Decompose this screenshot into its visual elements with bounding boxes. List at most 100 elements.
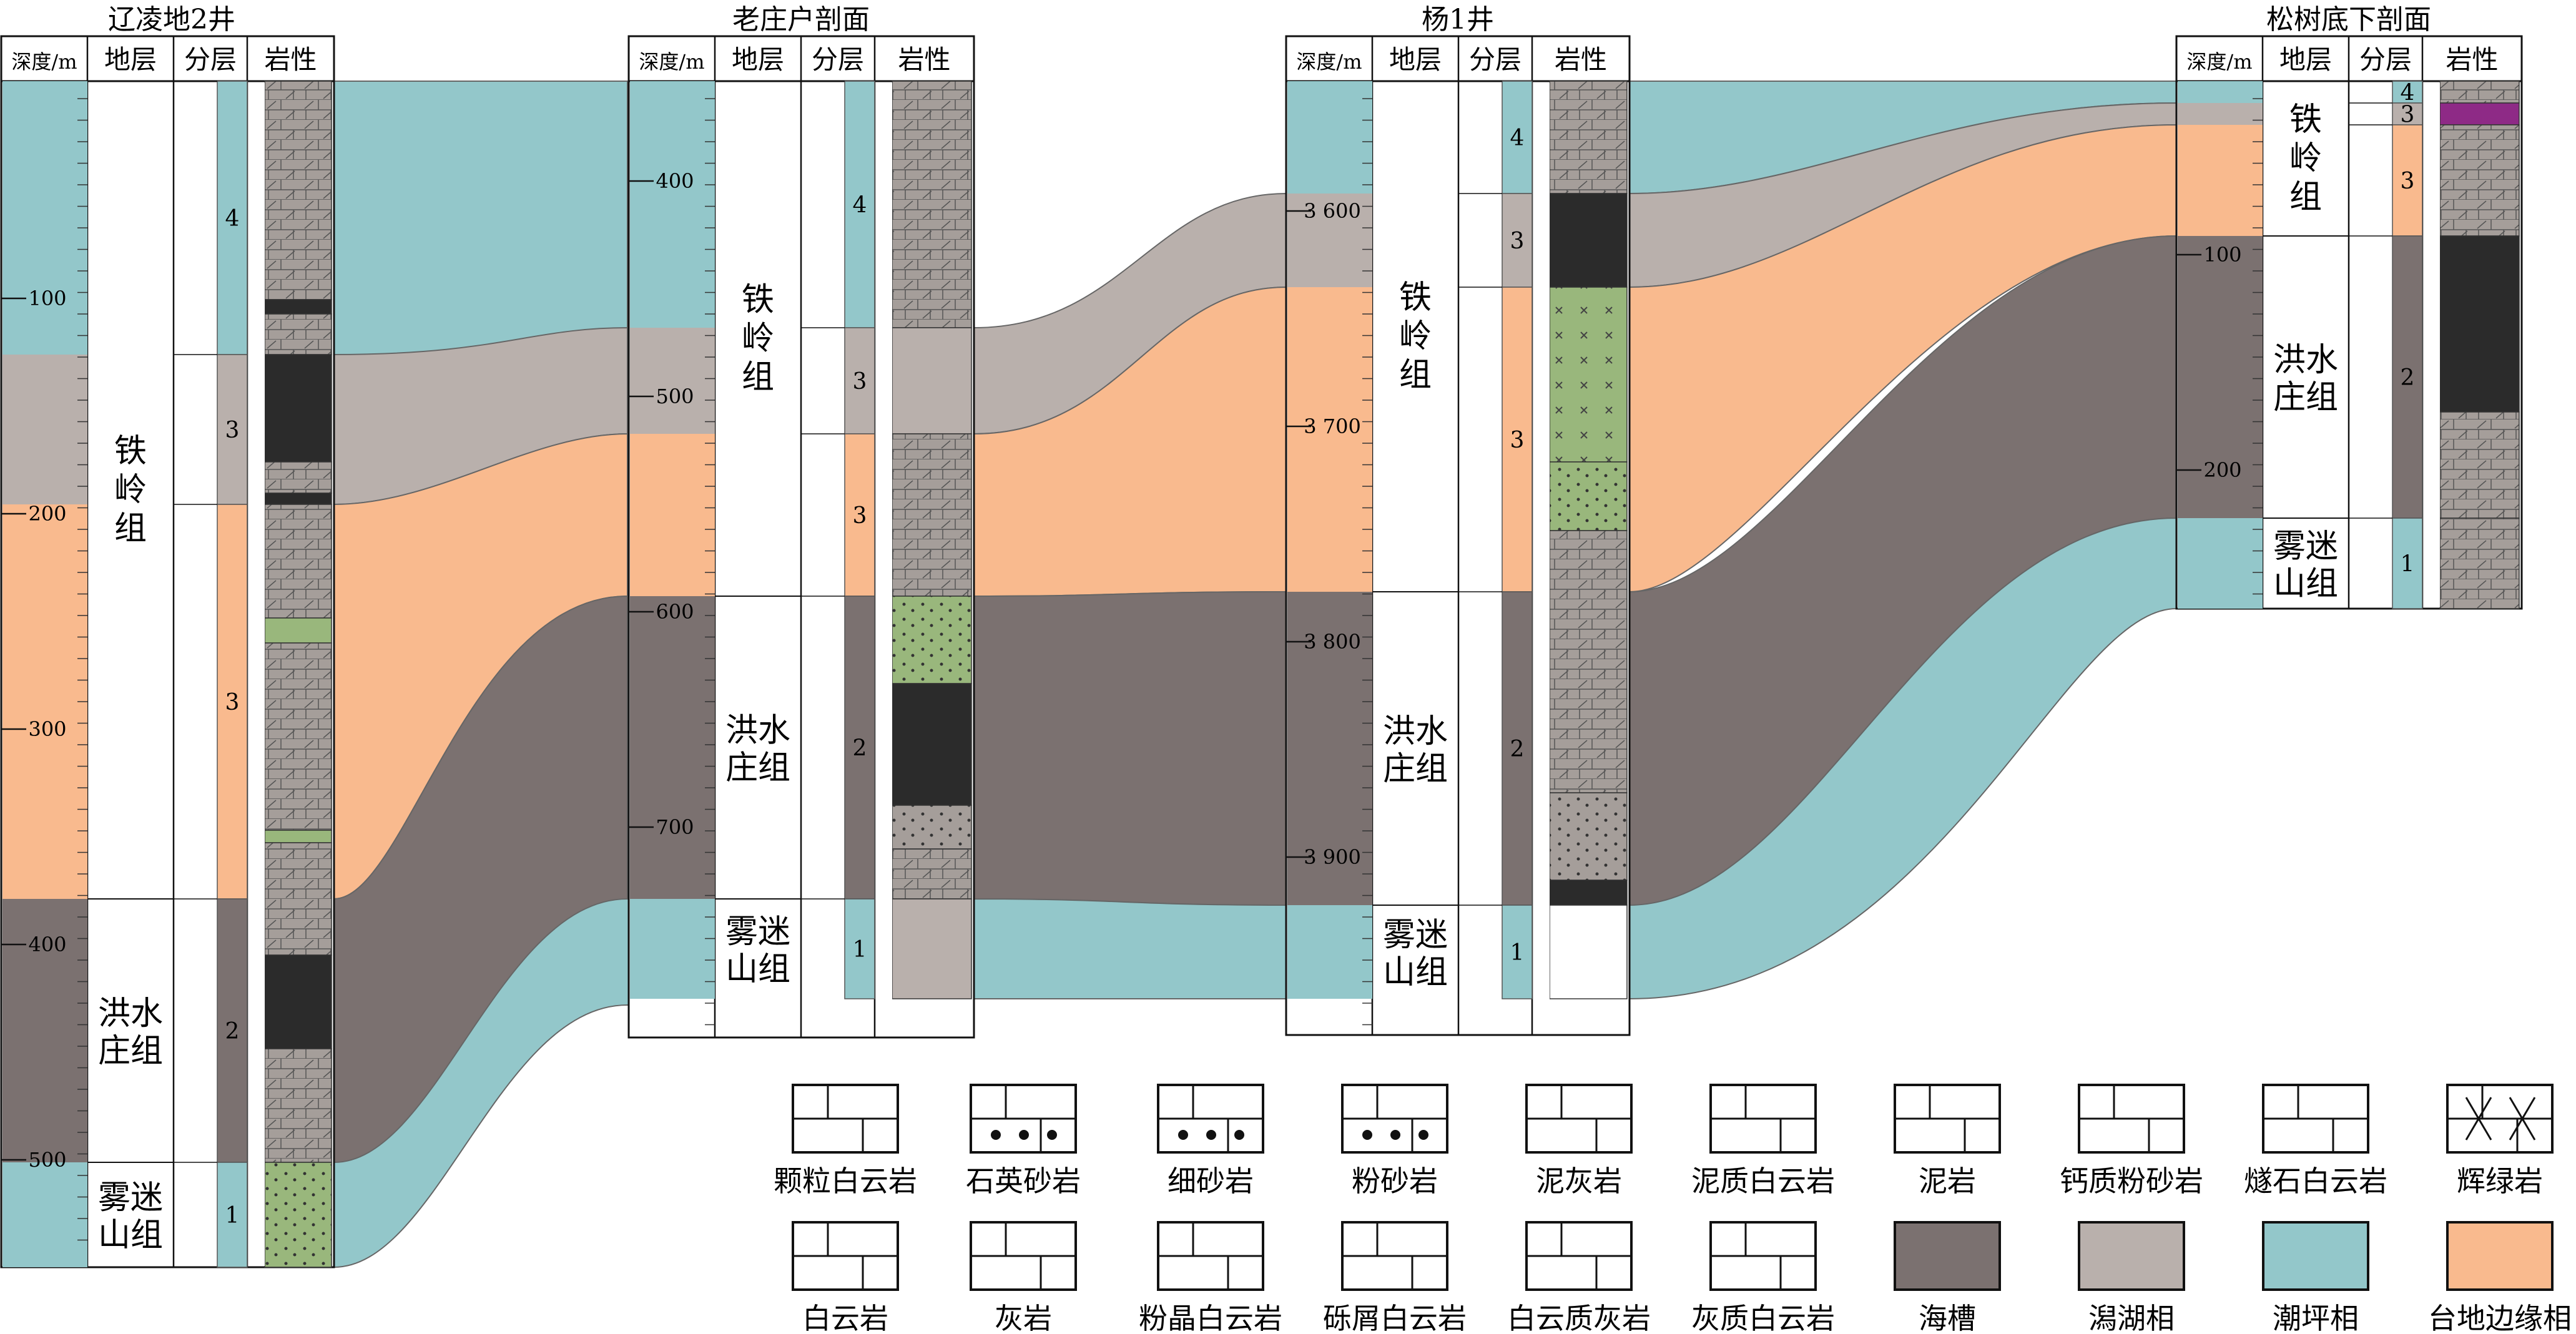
legend-swatch-pattern [1895,1085,2000,1152]
lithology-bed [1549,530,1628,793]
lithology-bed [1549,461,1628,531]
sublayer-label: 2 [225,1019,240,1044]
sublayer-facies-fill [217,354,248,505]
depth-label: 200 [28,502,66,526]
sublayer-facies-fill [2392,235,2423,519]
sublayer-label: 2 [853,736,867,762]
lithology-bed [1549,81,1628,194]
legend-item-1-9: 台地边缘相 [2428,1221,2572,1334]
formation-label: 铁岭组 [1399,279,1432,394]
depth-label: 3 800 [1304,630,1361,654]
sublayer-facies-fill [217,1162,248,1268]
lithology-bed [892,596,972,684]
formation-label-b: 山组 [98,1217,163,1254]
legend-label: 白云岩 [802,1302,888,1334]
sublayer-label: 3 [1510,428,1525,453]
lithology-bed [892,805,972,850]
sublayer-label: 1 [853,937,867,963]
depth-facies-fill [630,596,715,899]
formation-label: 铁岭组 [742,282,774,396]
depth-facies-fill [630,81,715,328]
depth-facies-fill [2,81,87,355]
sublayer-label: 3 [2401,169,2415,194]
legend-label: 台地边缘相 [2428,1302,2572,1334]
formation-label-a: 雾迷 [1383,916,1448,954]
depth-label: 3 900 [1304,845,1361,869]
legend-item-1-6: 海槽 [1894,1221,2001,1334]
bed-number-strip [876,82,892,1036]
depth-facies-fill [1287,905,1372,999]
lithology-bed [264,1162,332,1268]
sublayer-facies-fill [1502,287,1533,592]
legend-item-0-3: 粉砂岩 [1341,1084,1448,1198]
formation-label-a: 雾迷 [98,1179,163,1217]
legend-item-0-5: 泥质白云岩 [1691,1084,1835,1198]
sublayer-label: 3 [1510,228,1525,254]
header-cell: 地层 [104,44,157,75]
header-cell: 深度/m [11,50,77,74]
sublayer-facies-fill [844,327,875,434]
band-trough-left [333,595,628,1164]
depth-facies-fill [2,355,87,504]
legend-item-1-5: 灰质白云岩 [1691,1221,1835,1334]
sublayer-label: 4 [2401,81,2415,106]
depth-facies-fill [2178,81,2263,103]
lithology-bed [1549,193,1628,288]
formation-label-b: 山组 [1383,954,1448,991]
legend-item-1-0: 白云岩 [792,1221,899,1334]
legend-swatch-pattern [1711,1085,1816,1152]
legend-label: 辉绿岩 [2457,1164,2543,1198]
sublayer-label: 4 [225,206,240,232]
depth-facies-fill [2178,125,2263,236]
legend-swatch-pattern [1526,1085,1631,1152]
legend-label: 泥岩 [1919,1164,1976,1198]
sublayer-label: 3 [853,503,867,529]
legend-dot-mark [1234,1130,1244,1140]
legend-label: 石英砂岩 [966,1164,1081,1198]
lithology-bed [2439,124,2520,237]
legend-swatch [2262,1221,2369,1291]
formation-label-b: 山组 [2273,566,2338,603]
depth-facies-fill [1287,81,1372,194]
legend-swatch-pattern [1342,1222,1447,1290]
depth-facies-fill [2,504,87,899]
header-cell: 地层 [1389,44,1442,75]
lithology-bed [264,954,332,1049]
sublayer-label: 3 [225,418,240,443]
legend-swatch-pattern [1342,1085,1447,1152]
depth-facies-fill [1287,592,1372,905]
column-title: 老庄户剖面 [732,4,870,36]
bed-number-strip [1533,82,1550,1034]
sublayer-facies-fill [1502,81,1533,194]
lithology-bed [892,898,972,999]
sublayer-facies-fill [217,81,248,355]
legend-item-1-3: 砾屑白云岩 [1323,1221,1467,1334]
depth-label: 100 [28,287,66,310]
legend-item-1-1: 灰岩 [970,1221,1077,1334]
legend-label: 粉砂岩 [1352,1164,1438,1198]
header-cell: 深度/m [1296,50,1362,74]
legend-dot-mark [1206,1130,1216,1140]
header-cell: 岩性 [1555,44,1607,75]
lithology-bed [2439,517,2520,609]
formation-label: 铁岭组 [2289,101,2322,216]
sublayer-facies-fill [1502,193,1533,288]
formation-label-a: 雾迷 [725,913,790,951]
sublayer-facies-fill [844,81,875,328]
depth-facies-fill [1287,194,1372,287]
depth-label: 500 [656,385,694,408]
lithology-bed [264,642,332,831]
legend: 颗粒白云岩 石英砂岩 细砂岩 粉砂岩 泥灰岩 泥质白云岩 泥岩 钙质粉砂岩 燧石白云岩 辉绿岩白云… [774,1084,2572,1334]
band-tidal-mid [973,898,1287,999]
header-cell: 分层 [812,44,864,75]
legend-dot-mark [1047,1130,1057,1140]
column-title: 松树底下剖面 [2266,4,2431,36]
lithology-bed [892,327,972,434]
formation-label-b: 山组 [725,951,790,988]
lithology-bed [264,1048,332,1163]
lithology-bed [1549,880,1628,906]
legend-dot-mark [1418,1130,1428,1140]
depth-facies-fill [2,899,87,1162]
